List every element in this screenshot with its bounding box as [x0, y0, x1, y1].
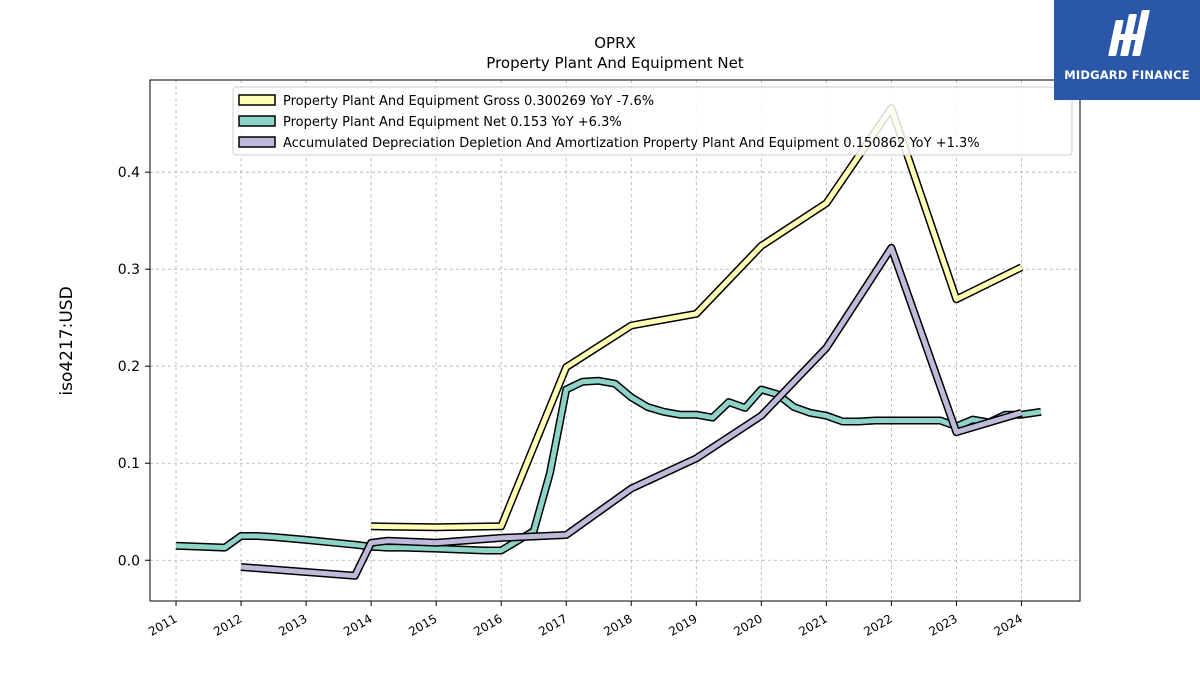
legend-box	[232, 86, 1073, 156]
x-tick-label: 2024	[992, 611, 1025, 638]
midgard-finance-logo: MIDGARD FINANCE	[1054, 0, 1200, 100]
series-line	[240, 245, 1023, 579]
plot-frame	[149, 79, 1081, 602]
legend-swatch	[238, 136, 276, 148]
series-layer	[175, 104, 1042, 580]
x-tick-label: 2011	[146, 611, 179, 638]
y-tick-label: 0.1	[118, 456, 140, 472]
chart-subtitle: Property Plant And Equipment Net	[486, 54, 743, 72]
x-tick-label: 2018	[601, 611, 634, 638]
legend: Property Plant And Equipment Gross 0.300…	[232, 86, 1073, 156]
legend-entry: Accumulated Depreciation Depletion And A…	[283, 136, 980, 151]
legend-entry: Property Plant And Equipment Net 0.153 Y…	[283, 115, 622, 130]
x-tick-label: 2021	[796, 611, 829, 638]
y-axis-label: iso4217:USD	[57, 286, 77, 395]
y-tick-label: 0.3	[118, 262, 140, 278]
x-tick-label: 2022	[861, 611, 894, 638]
logo-mark-icon	[1108, 10, 1150, 56]
x-tick-label: 2012	[211, 611, 244, 638]
y-tick-label: 0.4	[118, 165, 140, 181]
legend-swatch	[238, 94, 276, 106]
y-tick-label: 0.0	[118, 553, 140, 569]
grid-lines	[150, 80, 1080, 601]
x-tick-label: 2023	[926, 611, 959, 638]
chart-title: OPRX	[594, 34, 636, 52]
x-tick-label: 2016	[471, 611, 504, 638]
y-axis: 0.0 0.1 0.2 0.3 0.4	[118, 165, 150, 569]
x-axis: 2011 2012 2013 2014 2015 2016 2017 2018 2019 2020…	[146, 601, 1025, 639]
x-tick-label: 2019	[666, 611, 699, 638]
x-tick-label: 2020	[731, 611, 764, 638]
x-tick-label: 2017	[536, 611, 569, 638]
logo-text: MIDGARD FINANCE	[1064, 68, 1190, 82]
legend-entry: Property Plant And Equipment Gross 0.300…	[283, 94, 654, 109]
x-tick-label: 2014	[341, 611, 374, 638]
legend-swatch	[238, 115, 276, 127]
x-tick-label: 2015	[406, 611, 439, 638]
x-tick-label: 2013	[276, 611, 309, 638]
series-line	[371, 105, 1023, 530]
y-tick-label: 0.2	[118, 359, 140, 375]
